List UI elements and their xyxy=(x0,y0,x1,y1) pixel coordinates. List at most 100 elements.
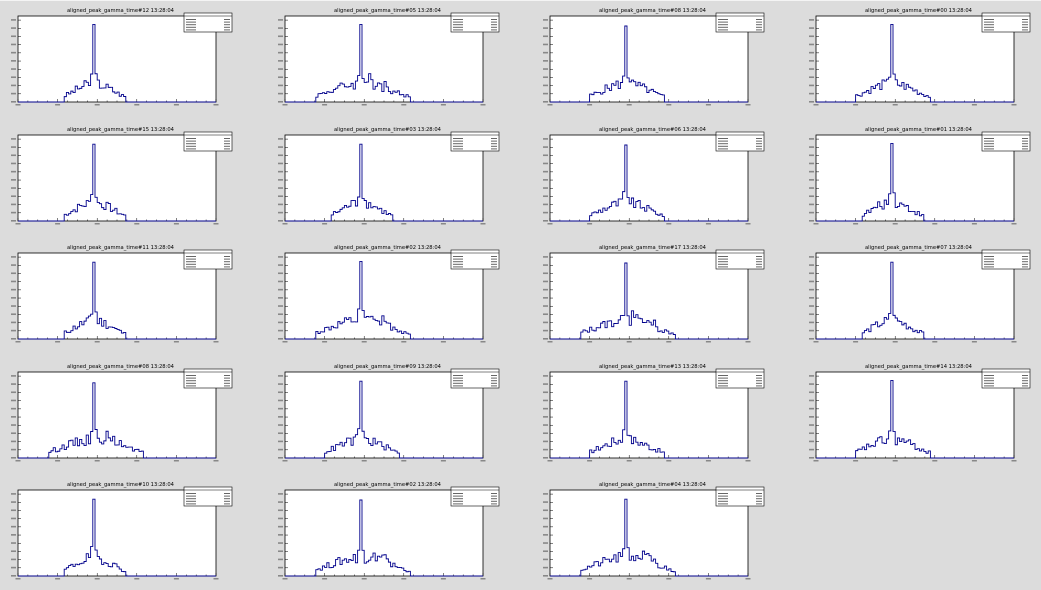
y-tick-label xyxy=(809,407,814,410)
histogram-panel[interactable]: aligned_peak_gamma_time#03 13:28:04 xyxy=(278,127,500,225)
y-tick-label xyxy=(809,448,814,451)
y-tick-label xyxy=(809,146,814,148)
x-tick-label xyxy=(1011,341,1017,343)
panel-title: aligned_peak_gamma_time#04 13:28:04 xyxy=(599,482,707,488)
x-tick-label xyxy=(813,341,819,343)
plot-frame xyxy=(549,252,749,340)
panel-title: aligned_peak_gamma_time#09 13:28:04 xyxy=(334,364,442,370)
histogram-panel[interactable]: aligned_peak_gamma_time#08 13:28:04 xyxy=(543,8,765,106)
histogram-panel[interactable]: aligned_peak_gamma_time#05 13:28:04 xyxy=(278,8,500,106)
histogram-panel[interactable]: aligned_peak_gamma_time#17 13:28:04 xyxy=(543,245,765,343)
histogram-panel[interactable]: aligned_peak_gamma_time#02 13:28:04 xyxy=(278,482,500,580)
x-tick-label xyxy=(705,104,711,106)
histogram-panel[interactable]: aligned_peak_gamma_time#02 13:28:04 xyxy=(278,245,500,343)
histogram-panel[interactable]: aligned_peak_gamma_time#06 13:28:04 xyxy=(543,127,765,225)
stats-label xyxy=(186,266,196,268)
y-tick-label xyxy=(11,146,16,148)
histogram-panel[interactable]: aligned_peak_gamma_time#09 13:28:04 xyxy=(278,364,500,462)
stats-value xyxy=(491,382,497,384)
y-tick-label xyxy=(543,264,548,266)
x-tick-label xyxy=(666,460,672,462)
stats-value xyxy=(224,258,230,260)
stats-value xyxy=(224,140,230,142)
stats-label xyxy=(718,143,728,145)
stats-label xyxy=(453,385,463,387)
x-tick-label xyxy=(745,578,751,580)
x-tick-label xyxy=(1011,460,1017,462)
plot-frame xyxy=(549,371,749,459)
x-tick-label xyxy=(322,104,328,106)
panel-title: aligned_peak_gamma_time#13 13:28:04 xyxy=(599,364,707,370)
stats-label xyxy=(984,256,994,257)
histogram-panel[interactable]: aligned_peak_gamma_time#04 13:28:04 xyxy=(543,482,765,580)
stats-label xyxy=(718,375,728,376)
stats-label xyxy=(453,21,463,23)
panel-title: aligned_peak_gamma_time#01 13:28:04 xyxy=(865,127,973,133)
histogram-panel[interactable]: aligned_peak_gamma_time#01 13:28:04 xyxy=(809,127,1031,225)
y-tick-label xyxy=(543,558,548,561)
histogram-panel[interactable]: aligned_peak_gamma_time#00 13:28:04 xyxy=(809,8,1031,106)
y-tick-label xyxy=(543,424,548,426)
x-tick-label xyxy=(745,104,751,106)
stats-value xyxy=(491,256,497,257)
stats-label xyxy=(984,145,994,147)
x-tick-label xyxy=(94,104,100,106)
y-tick-label xyxy=(809,170,814,173)
y-tick-label xyxy=(809,416,814,418)
plot-frame xyxy=(284,134,484,222)
stats-value xyxy=(756,493,762,494)
histogram-series-line xyxy=(18,382,216,459)
y-tick-label xyxy=(543,440,548,443)
stats-value xyxy=(491,140,497,142)
y-tick-label xyxy=(11,84,16,87)
y-tick-label xyxy=(543,220,548,222)
panel-title: aligned_peak_gamma_time#00 13:28:04 xyxy=(865,8,973,14)
histogram-panel[interactable]: aligned_peak_gamma_time#12 13:28:04 xyxy=(11,8,233,106)
x-tick-label xyxy=(666,341,672,343)
stats-label xyxy=(186,495,196,497)
histogram-panel[interactable]: aligned_peak_gamma_time#07 13:28:04 xyxy=(809,245,1031,343)
histogram-panel[interactable]: aligned_peak_gamma_time#15 13:28:04 xyxy=(11,127,233,225)
x-tick-label xyxy=(547,460,553,462)
stats-value xyxy=(224,143,230,145)
histogram-panel[interactable]: aligned_peak_gamma_time#14 13:28:04 xyxy=(809,364,1031,462)
x-tick-label xyxy=(282,223,288,225)
x-tick-label xyxy=(547,578,553,580)
histogram-series-line xyxy=(18,498,216,577)
histogram-panel[interactable]: aligned_peak_gamma_time#10 13:28:04 xyxy=(11,482,233,580)
stats-value xyxy=(224,503,230,505)
y-tick-label xyxy=(278,35,283,38)
y-tick-label xyxy=(543,383,548,385)
x-tick-label xyxy=(401,223,407,225)
x-tick-label xyxy=(401,578,407,580)
x-tick-label xyxy=(547,104,553,106)
y-tick-label xyxy=(809,424,814,426)
y-tick-label xyxy=(11,272,16,275)
y-tick-label xyxy=(278,558,283,561)
histogram-panel[interactable]: aligned_peak_gamma_time#11 13:28:04 xyxy=(11,245,233,343)
y-tick-label xyxy=(809,383,814,385)
plot-frame xyxy=(549,489,749,577)
stats-label xyxy=(453,261,463,263)
stats-label xyxy=(718,493,728,494)
y-tick-label xyxy=(11,92,16,95)
y-tick-label xyxy=(278,399,283,402)
plot-frame xyxy=(17,15,217,103)
y-tick-label xyxy=(278,19,283,21)
y-tick-label xyxy=(278,501,283,503)
y-tick-label xyxy=(543,146,548,148)
y-tick-label xyxy=(278,280,283,283)
stats-label xyxy=(453,256,463,257)
x-tick-label xyxy=(282,341,288,343)
y-tick-label xyxy=(278,391,283,394)
y-tick-label xyxy=(809,154,814,157)
y-tick-label xyxy=(278,305,283,307)
x-tick-label xyxy=(480,341,486,343)
stats-label xyxy=(984,375,994,376)
histogram-panel[interactable]: aligned_peak_gamma_time#08 13:28:04 xyxy=(11,364,233,462)
x-tick-label xyxy=(94,341,100,343)
y-tick-label xyxy=(278,525,283,528)
histogram-panel[interactable]: aligned_peak_gamma_time#13 13:28:04 xyxy=(543,364,765,462)
x-tick-label xyxy=(282,104,288,106)
stats-value xyxy=(491,26,497,28)
